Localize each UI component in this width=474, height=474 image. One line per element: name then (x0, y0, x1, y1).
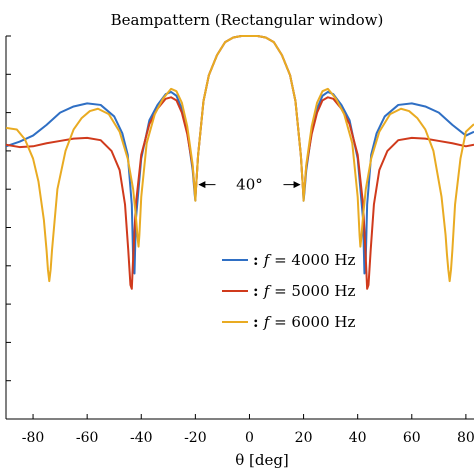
series-group (6, 35, 474, 290)
x-tick-label-2: -40 (130, 430, 153, 446)
x-tick-label-0: -80 (22, 430, 45, 446)
x-tick-label-5: 20 (295, 430, 313, 446)
legend-label-1: : f = 4000 Hz (253, 251, 355, 269)
series-line-1 (6, 35, 474, 275)
x-tick-label-4: 0 (245, 430, 254, 446)
series-line-3 (6, 35, 474, 283)
legend-label-3: : f = 6000 Hz (253, 313, 355, 331)
x-tick-label-8: 80 (457, 430, 474, 446)
annotation-label: 40° (236, 176, 263, 194)
x-ticks: -80 -60 -40 -20 0 20 40 60 80 (22, 414, 474, 446)
legend-label-2: : f = 5000 Hz (253, 282, 355, 300)
chart-title: Beampattern (Rectangular window) (111, 11, 384, 29)
x-tick-label-1: -60 (76, 430, 99, 446)
x-tick-label-3: -20 (184, 430, 207, 446)
x-tick-label-7: 60 (403, 430, 421, 446)
plot-area: -80 -60 -40 -20 0 20 40 60 80 (5, 35, 474, 446)
series-line-2 (6, 35, 474, 290)
x-axis-label: θ [deg] (235, 451, 289, 469)
annotation-left-arrowhead (198, 181, 206, 189)
annotation-right-arrowhead (293, 181, 301, 189)
annotation: 40° (198, 176, 301, 194)
x-tick-label-6: 40 (349, 430, 367, 446)
y-ticks (6, 35, 11, 420)
legend: : f = 4000 Hz : f = 5000 Hz : f = 6000 Hz (222, 251, 355, 331)
